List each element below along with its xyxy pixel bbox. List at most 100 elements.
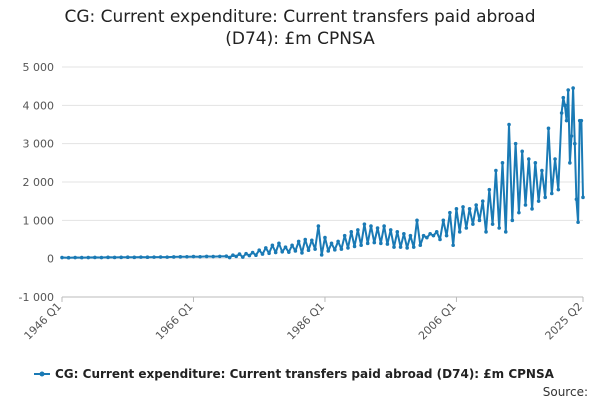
data-point: [60, 255, 64, 260]
y-tick-label: 5 000: [23, 61, 55, 74]
data-point: [171, 255, 176, 259]
data-point: [581, 195, 585, 200]
x-tick-label: 1946 Q1: [22, 300, 65, 343]
data-point: [563, 103, 567, 108]
data-point: [398, 245, 403, 249]
data-point: [392, 245, 396, 249]
data-point: [549, 191, 554, 196]
x-tick-label: 1966 Q1: [153, 300, 196, 343]
data-point: [231, 253, 235, 258]
data-point: [342, 233, 347, 238]
data-point: [530, 207, 534, 211]
data-point: [421, 233, 426, 238]
data-point: [352, 244, 357, 249]
data-point: [533, 161, 538, 165]
data-point: [369, 224, 373, 228]
data-point: [93, 255, 97, 260]
data-point: [313, 247, 317, 251]
data-point: [198, 254, 202, 259]
legend-marker-icon: [39, 371, 45, 377]
data-point: [523, 203, 528, 207]
data-point: [185, 254, 189, 259]
data-point: [546, 126, 551, 131]
data-point: [165, 255, 169, 259]
data-point: [359, 243, 363, 248]
data-point: [451, 243, 455, 248]
data-point: [283, 245, 288, 249]
data-point: [553, 157, 557, 161]
data-point: [372, 240, 377, 245]
x-tick-label: 1986 Q1: [285, 300, 328, 343]
data-point: [296, 239, 301, 244]
data-point: [471, 222, 475, 226]
data-point: [270, 243, 275, 248]
data-point: [211, 254, 216, 259]
data-point: [244, 251, 248, 256]
data-point: [333, 248, 337, 252]
data-point: [277, 241, 281, 246]
data-point: [571, 86, 575, 90]
data-point: [287, 250, 291, 254]
data-point: [379, 241, 383, 246]
data-point: [362, 222, 367, 226]
data-point: [191, 254, 196, 259]
data-point: [474, 203, 478, 207]
x-tick-label: 2025 Q2: [543, 300, 586, 343]
data-point: [559, 111, 564, 115]
data-point: [517, 210, 521, 215]
data-point: [234, 254, 239, 259]
data-point: [441, 218, 446, 223]
data-point: [224, 254, 229, 258]
data-point: [316, 224, 321, 228]
data-point: [467, 207, 472, 211]
source-label: Source:: [543, 385, 588, 399]
chart-title: CG: Current expenditure: Current transfe…: [0, 6, 600, 50]
data-point: [579, 118, 584, 123]
data-point: [405, 246, 409, 250]
data-point: [319, 253, 324, 257]
y-tick-label: -1 000: [19, 291, 54, 304]
data-point: [326, 249, 331, 253]
data-point: [310, 238, 314, 243]
data-point: [520, 149, 524, 154]
data-point: [237, 252, 242, 256]
y-tick-label: 2 000: [23, 176, 55, 189]
data-point: [454, 207, 459, 211]
data-point: [490, 222, 495, 226]
data-point: [263, 246, 268, 250]
data-point: [513, 141, 518, 146]
data-point: [540, 168, 544, 173]
data-point: [480, 199, 485, 203]
data-point: [566, 88, 571, 92]
data-point: [428, 231, 432, 236]
data-point: [254, 253, 258, 258]
data-point: [267, 251, 271, 256]
y-tick-label: 1 000: [23, 214, 55, 227]
data-point: [280, 249, 285, 254]
data-point: [66, 255, 71, 260]
data-point: [139, 255, 143, 259]
data-point: [125, 255, 130, 260]
data-point: [329, 241, 334, 246]
data-point: [349, 230, 354, 234]
chart-title-line-1: CG: Current expenditure: Current transfe…: [64, 7, 536, 27]
data-point: [536, 199, 541, 203]
data-point: [388, 228, 393, 232]
data-point: [293, 249, 298, 253]
data-point: [227, 255, 232, 260]
data-point: [356, 228, 360, 232]
data-point: [572, 141, 577, 146]
data-point: [477, 218, 482, 223]
data-point: [425, 235, 429, 240]
data-point: [448, 210, 452, 215]
data-point: [99, 255, 104, 260]
data-point: [73, 255, 77, 260]
data-point: [240, 255, 245, 259]
data-point: [346, 246, 350, 250]
data-point: [385, 242, 390, 246]
data-point: [79, 255, 84, 260]
data-point: [431, 233, 436, 238]
data-point: [464, 226, 469, 230]
data-point: [303, 237, 308, 242]
